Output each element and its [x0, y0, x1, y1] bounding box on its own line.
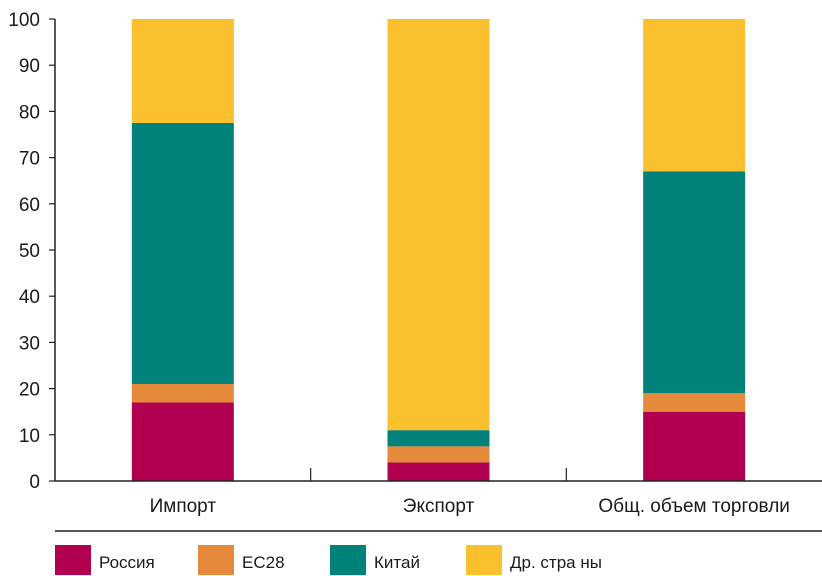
- bar-segment-2-2: [387, 446, 490, 463]
- legend-label-2: ЕС28: [242, 553, 285, 572]
- legend-label-1: Россия: [99, 553, 155, 572]
- y-tick-label-30: 30: [19, 333, 40, 354]
- category-label-3: Общ. объем торговли: [598, 496, 790, 517]
- y-tick-label-60: 60: [19, 195, 40, 216]
- axes: [49, 18, 822, 482]
- bar-segment-2-1: [387, 462, 490, 481]
- category-label-2: Экспорт: [403, 496, 475, 517]
- legend-swatch-3: [330, 545, 366, 575]
- bar-segment-1-4: [131, 19, 234, 123]
- y-tick-label-0: 0: [29, 472, 40, 493]
- bar-segment-1-2: [131, 383, 234, 403]
- bar-segment-3-3: [643, 171, 746, 394]
- y-tick-label-100: 100: [8, 10, 40, 31]
- category-labels: Импорт Экспорт Общ. объем торговли: [150, 496, 790, 517]
- legend-swatch-2: [198, 545, 234, 575]
- legend-label-4: Др. стра ны: [510, 553, 602, 572]
- legend: Россия ЕС28 Китай Др. стра ны: [55, 545, 602, 575]
- bar-stacks: [131, 19, 746, 481]
- y-tick-label-70: 70: [19, 149, 40, 170]
- legend-label-3: Китай: [374, 553, 420, 572]
- y-tick-label-40: 40: [19, 287, 40, 308]
- category-label-1: Импорт: [150, 496, 217, 517]
- y-tick-label-50: 50: [19, 241, 40, 262]
- y-axis-tick-labels: 0 10 20 30 40 50 60 70 80 90 100: [8, 10, 40, 493]
- bar-segment-1-3: [131, 122, 234, 384]
- legend-swatch-4: [466, 545, 502, 575]
- bar-segment-3-2: [643, 393, 746, 412]
- bar-segment-3-1: [643, 411, 746, 481]
- bar-segment-2-3: [387, 430, 490, 447]
- y-tick-label-20: 20: [19, 380, 40, 401]
- legend-swatch-1: [55, 545, 91, 575]
- y-tick-label-80: 80: [19, 102, 40, 123]
- y-tick-label-90: 90: [19, 56, 40, 77]
- bar-segment-2-4: [387, 19, 490, 431]
- bar-segment-3-4: [643, 19, 746, 172]
- y-tick-label-10: 10: [19, 426, 40, 447]
- bar-segment-1-1: [131, 402, 234, 481]
